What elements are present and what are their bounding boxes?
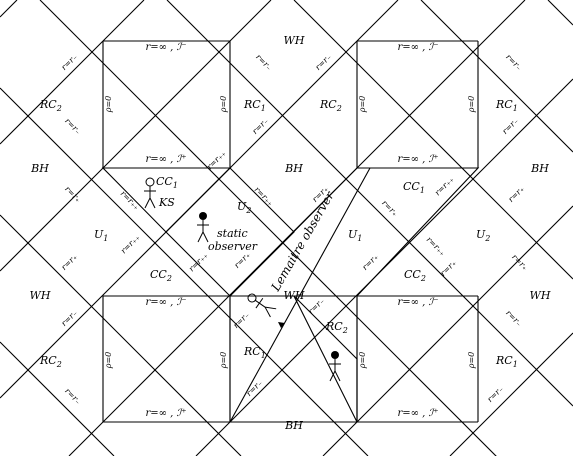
svg-text:r=r₊: r=r₊ [380, 198, 400, 218]
svg-text:CC2: CC2 [404, 268, 426, 283]
svg-text:r=r₊: r=r₊ [360, 252, 380, 272]
label-wh-center: WH [284, 289, 305, 302]
svg-text:r=r₋: r=r₋ [59, 52, 79, 72]
svg-text:ρ=0: ρ=0 [358, 96, 367, 114]
svg-text:r=r₋: r=r₋ [231, 310, 251, 330]
svg-text:r=r₊₊: r=r₊₊ [433, 175, 455, 197]
svg-text:ρ=0: ρ=0 [104, 96, 113, 114]
svg-text:RC1: RC1 [243, 98, 266, 113]
svg-text:RC1: RC1 [495, 354, 518, 369]
lemaitre-observer-icon [247, 293, 277, 318]
svg-text:ρ=0: ρ=0 [219, 352, 228, 370]
svg-text:CC1: CC1 [403, 180, 425, 195]
label-scri-minus-ml: r=∞ , ℐ⁻ [145, 297, 186, 308]
svg-text:r=r₋: r=r₋ [485, 384, 505, 404]
svg-text:CC1: CC1 [156, 175, 178, 190]
label-scri-plus-br: r=∞ , ℐ⁺ [397, 408, 438, 419]
svg-text:RC2: RC2 [319, 98, 342, 113]
bh-region [293, 295, 358, 423]
label-scri-plus-mr: r=∞ , ℐ⁺ [397, 154, 438, 165]
static-observer-icon [197, 212, 209, 243]
svg-text:RC2: RC2 [39, 98, 62, 113]
svg-text:CC2: CC2 [150, 268, 172, 283]
svg-text:r=r₋: r=r₋ [250, 116, 270, 136]
svg-text:RC2: RC2 [325, 320, 348, 335]
bh-observer-icon [329, 351, 341, 382]
worldline-arrow [278, 322, 285, 328]
label-wh-left: WH [30, 289, 51, 302]
cc-labels: CC1 CC1 CC2 CC2 [150, 175, 426, 283]
svg-text:r=r₊: r=r₊ [506, 184, 526, 204]
svg-text:U1: U1 [94, 228, 108, 243]
static-label-line1: static [217, 227, 248, 240]
svg-text:U2: U2 [237, 200, 251, 215]
svg-text:RC1: RC1 [243, 345, 266, 360]
svg-text:r=r₋: r=r₋ [500, 116, 520, 136]
horizontal-lines [103, 40, 478, 423]
label-bh-left: BH [30, 162, 49, 175]
svg-text:ρ=0: ρ=0 [104, 352, 113, 370]
svg-text:r=r₊₊: r=r₊₊ [253, 185, 275, 207]
svg-text:r=r₋: r=r₋ [504, 52, 524, 72]
u-labels: U1 U2 U1 U2 [94, 200, 490, 243]
label-wh-right: WH [530, 289, 551, 302]
lemaitre-worldline [229, 167, 371, 423]
rc-labels: RC2 RC1 RC2 RC1 RC2 RC1 RC2 RC1 [39, 98, 518, 369]
vertical-lines [102, 41, 479, 422]
ks-observer-icon [144, 177, 156, 209]
svg-text:ρ=0: ρ=0 [219, 96, 228, 114]
svg-text:r=r₊: r=r₊ [59, 252, 79, 272]
svg-text:RC1: RC1 [495, 98, 518, 113]
ks-label: KS [158, 196, 175, 209]
label-scri-minus-tr: r=∞ , ℐ⁻ [397, 42, 438, 53]
static-label-line2: observer [208, 240, 258, 253]
label-bh-bottom: BH [284, 419, 303, 432]
svg-text:U1: U1 [348, 228, 362, 243]
svg-text:r=r₊: r=r₊ [63, 184, 83, 204]
svg-text:r=r₋: r=r₋ [63, 116, 83, 136]
rho-labels: ρ=0 ρ=0 ρ=0 ρ=0 ρ=0 ρ=0 ρ=0 ρ=0 [104, 96, 476, 370]
svg-text:r=r₊₊: r=r₊₊ [425, 235, 447, 257]
label-bh-right: BH [530, 162, 549, 175]
svg-text:ρ=0: ρ=0 [467, 352, 476, 370]
label-scri-minus-tl: r=∞ , ℐ⁻ [145, 42, 186, 53]
label-scri-plus-bl: r=∞ , ℐ⁺ [145, 408, 186, 419]
svg-text:RC2: RC2 [39, 354, 62, 369]
label-bh-center: BH [284, 162, 303, 175]
svg-text:r=r₋: r=r₋ [504, 308, 524, 328]
lemaitre-label: Lemaitre observer [268, 188, 337, 294]
svg-text:r=r₊₊: r=r₊₊ [187, 251, 209, 273]
svg-text:U2: U2 [476, 228, 490, 243]
label-scri-minus-mr: r=∞ , ℐ⁻ [397, 297, 438, 308]
label-wh-top: WH [284, 34, 305, 47]
svg-text:r=r₊₊: r=r₊₊ [119, 233, 141, 255]
svg-text:r=r₋: r=r₋ [313, 52, 333, 72]
svg-text:r=r₊: r=r₊ [510, 252, 530, 272]
svg-text:r=r₋: r=r₋ [244, 378, 264, 398]
svg-text:r=r₊: r=r₊ [438, 258, 458, 278]
svg-text:r=r₋: r=r₋ [306, 296, 326, 316]
svg-text:ρ=0: ρ=0 [358, 352, 367, 370]
svg-text:r=r₊₊: r=r₊₊ [119, 189, 141, 211]
svg-text:r=r₋: r=r₋ [254, 52, 274, 72]
label-scri-plus-ml: r=∞ , ℐ⁺ [145, 154, 186, 165]
svg-text:r=r₋: r=r₋ [63, 386, 83, 406]
svg-text:ρ=0: ρ=0 [467, 96, 476, 114]
svg-text:r=r₋: r=r₋ [59, 308, 79, 328]
svg-text:r=r₊: r=r₊ [232, 250, 252, 270]
